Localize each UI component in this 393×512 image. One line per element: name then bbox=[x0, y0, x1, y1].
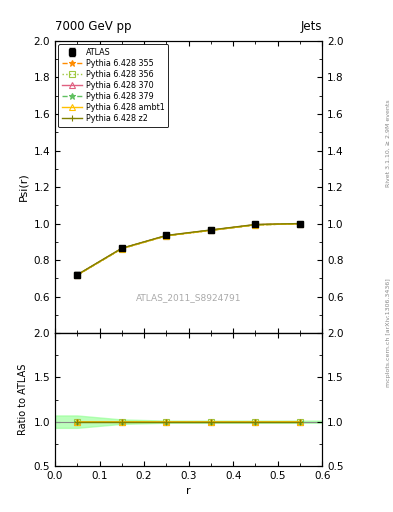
Pythia 6.428 370 bbox=[75, 272, 80, 278]
Pythia 6.428 z2 bbox=[253, 221, 258, 227]
Pythia 6.428 z2 bbox=[75, 271, 80, 278]
Pythia 6.428 355 bbox=[75, 272, 80, 278]
Pythia 6.428 379 bbox=[298, 221, 302, 227]
Pythia 6.428 355 bbox=[119, 246, 124, 252]
Pythia 6.428 379 bbox=[209, 227, 213, 233]
Line: Pythia 6.428 z2: Pythia 6.428 z2 bbox=[74, 220, 303, 278]
Line: Pythia 6.428 ambt1: Pythia 6.428 ambt1 bbox=[75, 221, 303, 278]
Pythia 6.428 379 bbox=[75, 272, 80, 278]
Pythia 6.428 ambt1 bbox=[298, 221, 302, 227]
Y-axis label: Ratio to ATLAS: Ratio to ATLAS bbox=[18, 364, 28, 435]
Pythia 6.428 356 bbox=[119, 246, 124, 252]
Pythia 6.428 z2 bbox=[119, 245, 124, 251]
Text: mcplots.cern.ch [arXiv:1306.3436]: mcplots.cern.ch [arXiv:1306.3436] bbox=[386, 279, 391, 387]
Pythia 6.428 356 bbox=[164, 233, 169, 239]
Pythia 6.428 379 bbox=[119, 246, 124, 252]
Pythia 6.428 370 bbox=[209, 227, 213, 233]
Text: ATLAS_2011_S8924791: ATLAS_2011_S8924791 bbox=[136, 293, 241, 303]
Pythia 6.428 356 bbox=[253, 222, 258, 228]
Pythia 6.428 356 bbox=[209, 227, 213, 233]
Pythia 6.428 356 bbox=[75, 272, 80, 278]
Pythia 6.428 355 bbox=[164, 233, 169, 239]
Text: 7000 GeV pp: 7000 GeV pp bbox=[55, 20, 132, 33]
Pythia 6.428 z2 bbox=[298, 221, 302, 227]
Pythia 6.428 370 bbox=[164, 232, 169, 239]
Pythia 6.428 z2 bbox=[209, 227, 213, 233]
Pythia 6.428 370 bbox=[253, 222, 258, 228]
Line: Pythia 6.428 356: Pythia 6.428 356 bbox=[75, 221, 303, 278]
Pythia 6.428 355 bbox=[253, 222, 258, 228]
Pythia 6.428 ambt1 bbox=[253, 222, 258, 228]
Pythia 6.428 355 bbox=[209, 227, 213, 233]
Text: Rivet 3.1.10, ≥ 2.9M events: Rivet 3.1.10, ≥ 2.9M events bbox=[386, 99, 391, 187]
Pythia 6.428 z2 bbox=[164, 232, 169, 239]
Pythia 6.428 379 bbox=[164, 233, 169, 239]
Pythia 6.428 ambt1 bbox=[209, 227, 213, 233]
Text: Jets: Jets bbox=[301, 20, 322, 33]
Pythia 6.428 ambt1 bbox=[75, 272, 80, 278]
Line: Pythia 6.428 370: Pythia 6.428 370 bbox=[75, 221, 303, 278]
Pythia 6.428 379 bbox=[253, 222, 258, 228]
X-axis label: r: r bbox=[186, 486, 191, 496]
Pythia 6.428 370 bbox=[298, 221, 302, 227]
Line: Pythia 6.428 355: Pythia 6.428 355 bbox=[74, 220, 303, 279]
Line: Pythia 6.428 379: Pythia 6.428 379 bbox=[74, 220, 303, 279]
Pythia 6.428 370 bbox=[119, 245, 124, 251]
Legend: ATLAS, Pythia 6.428 355, Pythia 6.428 356, Pythia 6.428 370, Pythia 6.428 379, P: ATLAS, Pythia 6.428 355, Pythia 6.428 35… bbox=[58, 44, 169, 127]
Pythia 6.428 ambt1 bbox=[119, 246, 124, 252]
Pythia 6.428 356 bbox=[298, 221, 302, 227]
Pythia 6.428 355 bbox=[298, 221, 302, 227]
Y-axis label: Psi(r): Psi(r) bbox=[18, 173, 28, 201]
Pythia 6.428 ambt1 bbox=[164, 233, 169, 239]
